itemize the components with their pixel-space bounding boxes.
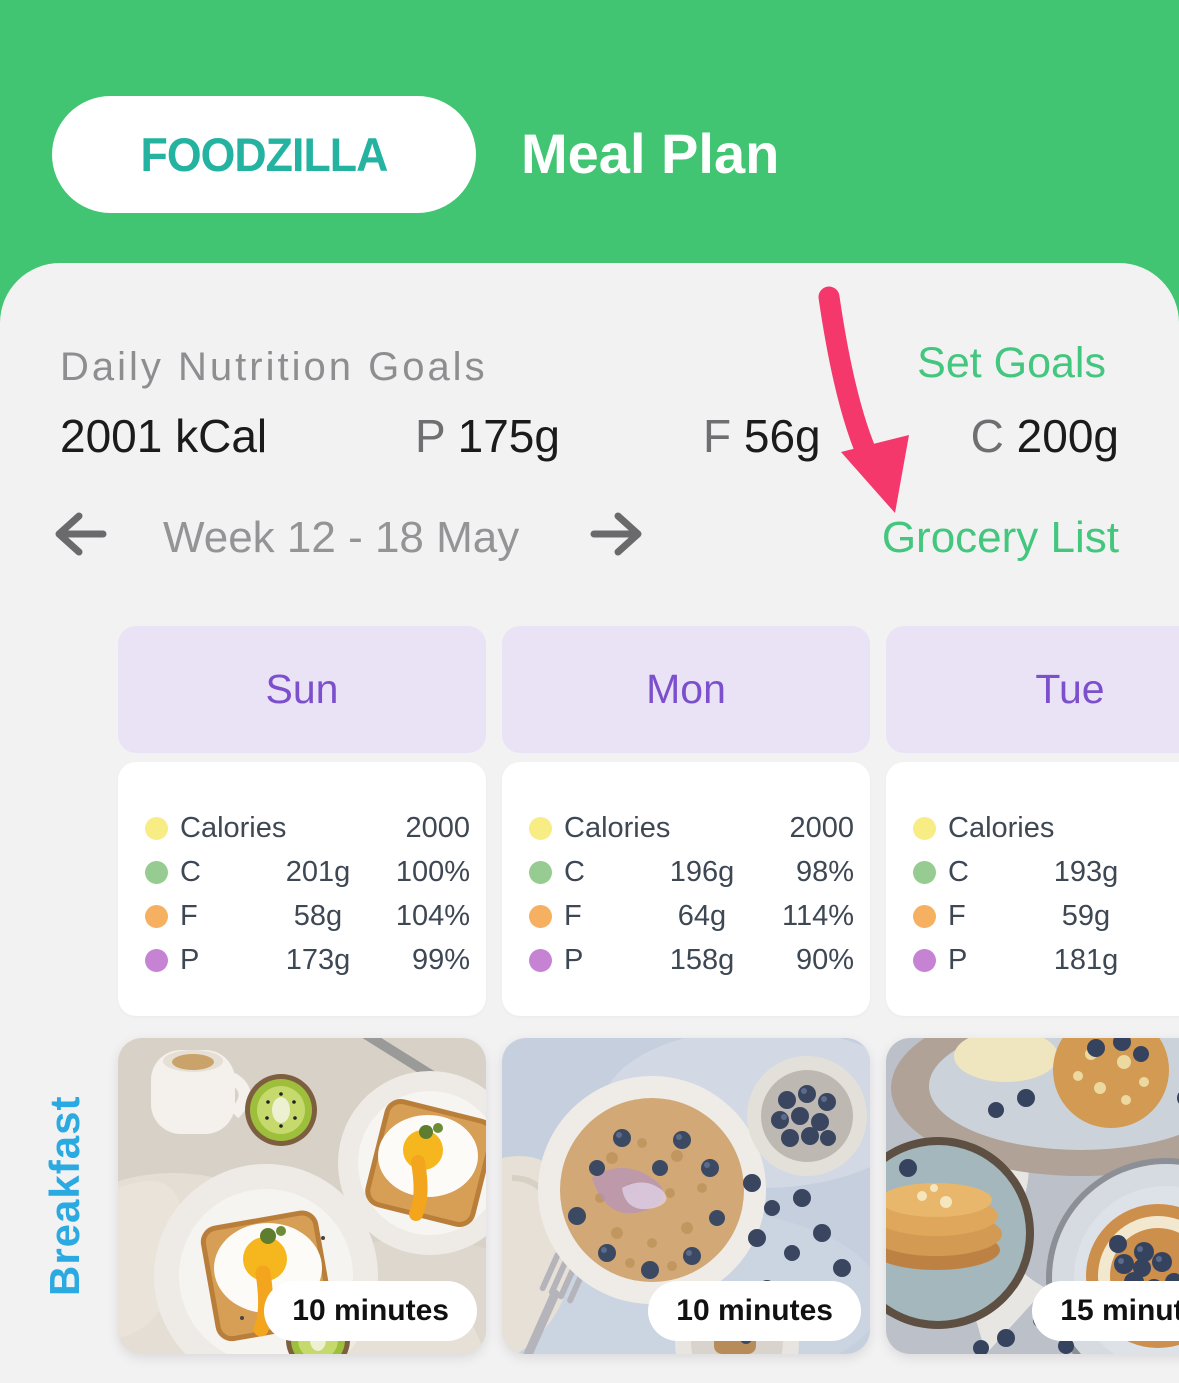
- protein-goal: P 175g: [415, 409, 560, 463]
- protein-dot-icon: [529, 948, 552, 972]
- left-arrow-icon: [55, 512, 107, 556]
- fat-dot-icon: [913, 904, 936, 928]
- nutrition-row-calories: Calories 2000: [118, 806, 486, 850]
- nutrition-label: F: [948, 899, 966, 932]
- fat-goal-value: 56g: [743, 410, 821, 462]
- nutrition-row-protein: P 173g 99%: [118, 938, 486, 982]
- nutrition-percent: 90%: [795, 943, 854, 976]
- previous-week-button[interactable]: [53, 508, 107, 560]
- cook-time-badge: 10 minutes: [648, 1281, 861, 1341]
- nutrition-grams: 173g: [285, 943, 351, 976]
- nutrition-row-calories: Calories: [886, 806, 1179, 850]
- nutrition-label: P: [948, 943, 968, 976]
- nutrition-row-fat: F 64g 114%: [502, 894, 870, 938]
- meal-photo-blueberry-oatmeal[interactable]: 10 minutes: [502, 1038, 870, 1354]
- protein-goal-value: 175g: [457, 410, 560, 462]
- day-column-mon: Mon Calories 2000 C 196g 98%: [502, 626, 870, 1354]
- nutrition-summary-card-mon: Calories 2000 C 196g 98% F 64g 11: [502, 762, 870, 1016]
- nutrition-percent: 114%: [781, 899, 854, 932]
- content-card: Daily Nutrition Goals Set Goals 2001 kCa…: [0, 263, 1179, 1383]
- meal-photo-eggs-toast-kiwi[interactable]: 10 minutes: [118, 1038, 486, 1354]
- right-arrow-icon: [590, 512, 642, 556]
- day-column-tue: Tue Calories C 193g: [886, 626, 1179, 1354]
- fat-dot-icon: [529, 904, 552, 928]
- page-title: Meal Plan: [521, 122, 780, 185]
- nutrition-value: 2000: [405, 811, 470, 844]
- fat-dot-icon: [145, 904, 168, 928]
- nutrition-grams: 64g: [677, 899, 727, 932]
- nutrition-label: Calories: [564, 811, 671, 844]
- goals-section-title: Daily Nutrition Goals: [60, 345, 488, 389]
- carbs-dot-icon: [145, 860, 168, 884]
- nutrition-label: F: [564, 899, 582, 932]
- carbs-dot-icon: [913, 860, 936, 884]
- nutrition-row-fat: F 59g: [886, 894, 1179, 938]
- nutrition-row-carbs: C 196g 98%: [502, 850, 870, 894]
- nutrition-percent: 98%: [795, 855, 854, 888]
- nutrition-label: P: [564, 943, 584, 976]
- day-tab-mon[interactable]: Mon: [502, 626, 870, 753]
- calories-dot-icon: [145, 816, 168, 840]
- calories-dot-icon: [529, 816, 552, 840]
- nutrition-percent: 99%: [411, 943, 470, 976]
- carbs-goal-label: C: [970, 410, 1004, 462]
- week-days-grid: Sun Calories 2000 C 201g 100%: [118, 626, 1179, 1354]
- carbs-goal: C 200g: [971, 409, 1119, 463]
- carbs-dot-icon: [529, 860, 552, 884]
- calories-dot-icon: [913, 816, 936, 840]
- week-label: Week 12 - 18 May: [163, 513, 520, 562]
- day-column-sun: Sun Calories 2000 C 201g 100%: [118, 626, 486, 1354]
- nutrition-label: C: [564, 855, 585, 888]
- nutrition-grams: 58g: [293, 899, 343, 932]
- nutrition-label: C: [948, 855, 969, 888]
- nutrition-row-protein: P 158g 90%: [502, 938, 870, 982]
- nutrition-label: F: [180, 899, 198, 932]
- meal-photo-blueberry-pancakes[interactable]: 15 minutes: [886, 1038, 1179, 1354]
- nutrition-grams: 59g: [1061, 899, 1111, 932]
- nutrition-percent: 104%: [395, 899, 470, 932]
- nutrition-row-carbs: C 193g: [886, 850, 1179, 894]
- nutrition-grams: 193g: [1053, 855, 1119, 888]
- cook-time-badge: 10 minutes: [264, 1281, 477, 1341]
- nutrition-goals-row: 2001 kCal P 175g F 56g C 200g: [0, 409, 1179, 462]
- nutrition-grams: 181g: [1053, 943, 1119, 976]
- carbs-goal-value: 200g: [1016, 410, 1119, 462]
- protein-goal-label: P: [415, 410, 445, 462]
- day-tab-tue[interactable]: Tue: [886, 626, 1179, 753]
- set-goals-button[interactable]: Set Goals: [917, 339, 1106, 387]
- nutrition-row-fat: F 58g 104%: [118, 894, 486, 938]
- nutrition-summary-card-tue: Calories C 193g F 59g: [886, 762, 1179, 1016]
- nutrition-label: C: [180, 855, 201, 888]
- nutrition-grams: 158g: [669, 943, 735, 976]
- fat-goal: F 56g: [703, 409, 821, 463]
- nutrition-grams: 196g: [669, 855, 735, 888]
- day-name: Tue: [1035, 666, 1105, 712]
- nutrition-percent: 100%: [395, 855, 470, 888]
- protein-dot-icon: [913, 948, 936, 972]
- nutrition-summary-card-sun: Calories 2000 C 201g 100% F 58g 1: [118, 762, 486, 1016]
- calories-goal-value: 2001 kCal: [60, 410, 268, 462]
- cook-time-badge: 15 minutes: [1032, 1281, 1179, 1341]
- day-name: Mon: [646, 666, 726, 712]
- nutrition-row-carbs: C 201g 100%: [118, 850, 486, 894]
- next-week-button[interactable]: [590, 508, 644, 560]
- fat-goal-label: F: [703, 410, 732, 462]
- breakfast-row-label: Breakfast: [41, 1095, 88, 1297]
- protein-dot-icon: [145, 948, 168, 972]
- nutrition-grams: 201g: [285, 855, 351, 888]
- nutrition-row-calories: Calories 2000: [502, 806, 870, 850]
- nutrition-label: Calories: [180, 811, 287, 844]
- day-tab-sun[interactable]: Sun: [118, 626, 486, 753]
- nutrition-value: 2000: [789, 811, 854, 844]
- nutrition-label: Calories: [948, 811, 1055, 844]
- brand-name: FOODZILLA: [140, 128, 389, 181]
- brand-logo: FOODZILLA: [52, 96, 476, 213]
- nutrition-label: P: [180, 943, 200, 976]
- day-name: Sun: [265, 666, 339, 712]
- nutrition-row-protein: P 181g: [886, 938, 1179, 982]
- grocery-list-button[interactable]: Grocery List: [881, 513, 1119, 562]
